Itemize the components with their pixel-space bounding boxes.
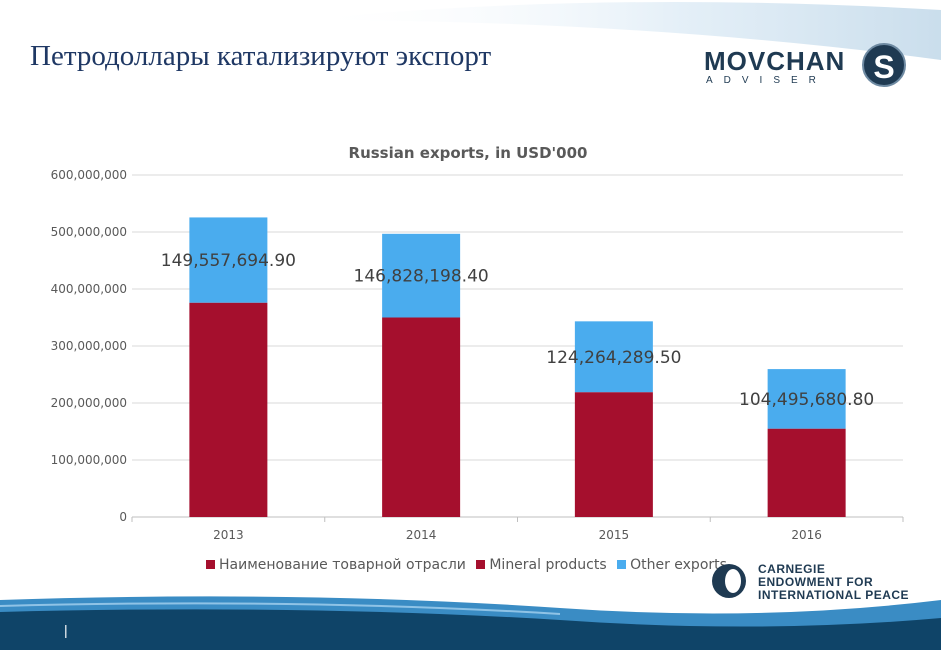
legend-swatch	[206, 560, 215, 569]
legend-swatch	[617, 560, 627, 569]
carnegie-emblem-icon	[712, 564, 746, 598]
y-tick-label: 500,000,000	[51, 225, 127, 239]
exports-chart: Russian exports, in USD'000 0 100,000,000…	[51, 144, 904, 542]
data-label: 104,495,680.80	[739, 390, 874, 410]
slide-title: Петродоллары катализируют экспорт	[30, 40, 492, 72]
legend-item-mineral: Mineral products	[476, 557, 607, 573]
page-marker: |	[64, 622, 68, 638]
bar-segment	[574, 392, 653, 517]
legend-label-other: Other exports	[630, 557, 727, 573]
movchan-logo-sub: ADVISER	[706, 75, 827, 86]
legend-label-industry: Наименование товарной отрасли	[219, 557, 466, 573]
x-tick-label: 2016	[791, 528, 822, 542]
bar-segment	[189, 217, 268, 303]
chart-legend: Наименование товарной отрасли Mineral pr…	[206, 557, 733, 573]
y-tick-label: 600,000,000	[51, 168, 127, 182]
x-tick-label: 2013	[213, 528, 244, 542]
y-tick-label: 300,000,000	[51, 339, 127, 353]
legend-label-mineral: Mineral products	[489, 557, 607, 573]
x-tick-label: 2015	[599, 528, 630, 542]
y-tick-label: 400,000,000	[51, 282, 127, 296]
carnegie-line3: INTERNATIONAL PEACE	[758, 588, 910, 602]
data-label: 149,557,694.90	[161, 251, 296, 271]
chart-title: Russian exports, in USD'000	[349, 144, 588, 162]
bar-segment	[382, 233, 461, 318]
bar-segment	[574, 321, 653, 393]
data-label: 124,264,289.50	[546, 348, 681, 368]
movchan-logo-word: MOVCHAN	[704, 46, 846, 76]
movchan-logo-mark: S	[862, 43, 906, 87]
y-tick-label: 200,000,000	[51, 396, 127, 410]
carnegie-line1: CARNEGIE	[758, 562, 826, 576]
y-tick-label: 0	[119, 510, 127, 524]
bar-segment	[767, 369, 846, 429]
bar-segment	[382, 317, 461, 517]
carnegie-logo: CARNEGIE ENDOWMENT FOR INTERNATIONAL PEACE	[712, 560, 937, 610]
carnegie-logo-text: CARNEGIE ENDOWMENT FOR INTERNATIONAL PEACE	[758, 563, 909, 602]
bar-segment	[767, 428, 846, 517]
carnegie-line2: ENDOWMENT FOR	[758, 575, 874, 589]
y-tick-label: 100,000,000	[51, 453, 127, 467]
data-label: 146,828,198.40	[354, 267, 489, 287]
movchan-logo: MOVCHAN ADVISER S	[702, 42, 912, 92]
legend-swatch	[476, 560, 486, 569]
legend-item-industry: Наименование товарной отрасли	[206, 557, 466, 573]
bar-segment	[189, 302, 268, 517]
legend-item-other: Other exports	[617, 557, 727, 573]
x-tick-label: 2014	[406, 528, 437, 542]
